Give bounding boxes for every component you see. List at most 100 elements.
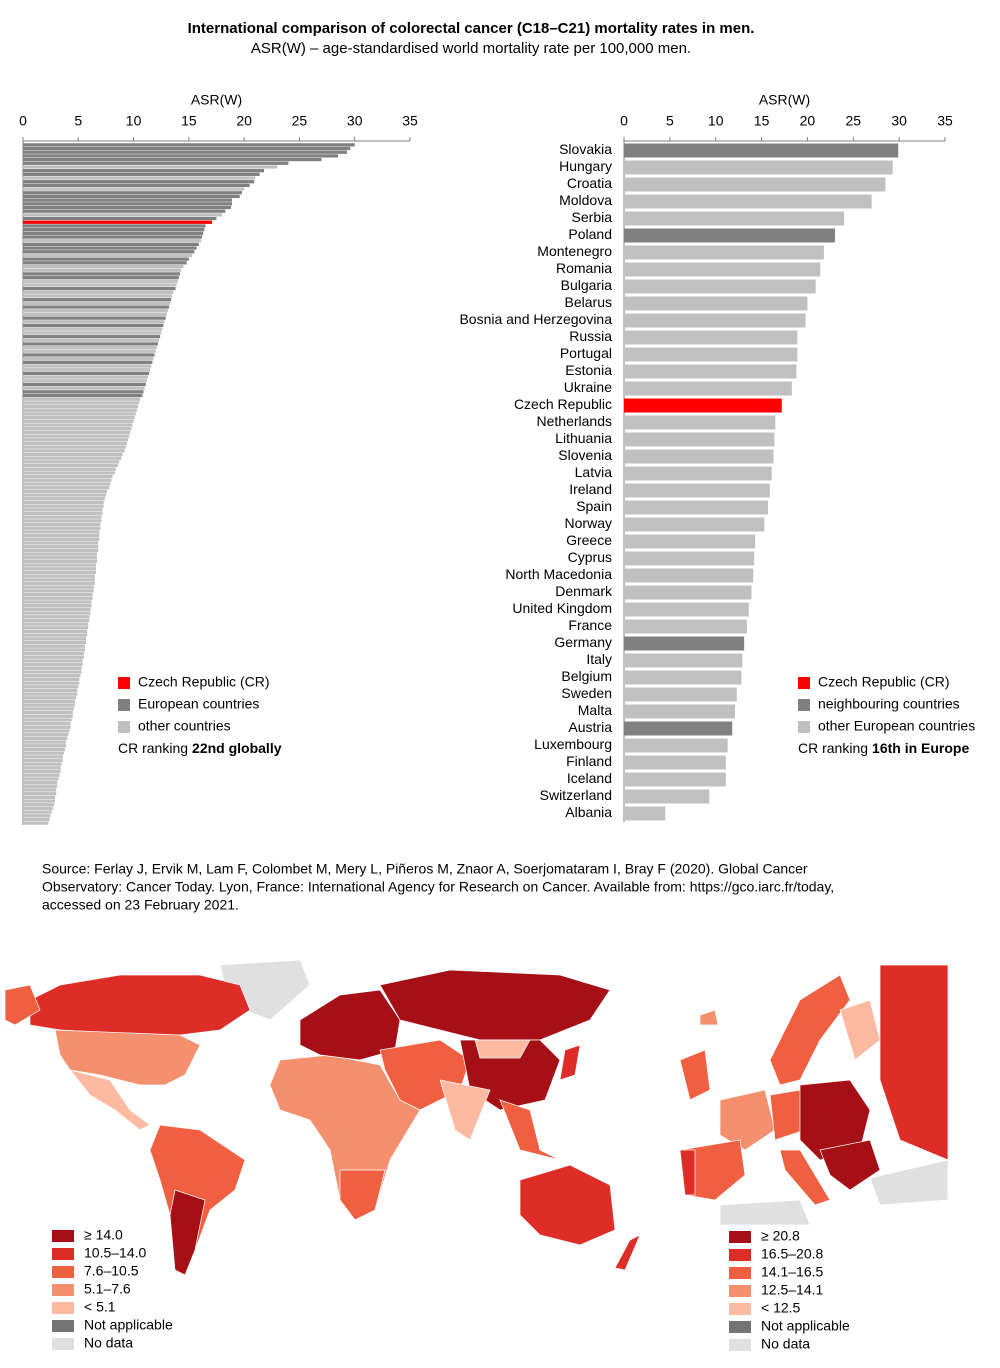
bar (23, 463, 119, 468)
bar (624, 228, 835, 243)
legend-swatch (118, 677, 130, 689)
legend-swatch (729, 1303, 751, 1315)
legend-swatch (798, 677, 810, 689)
bar (23, 342, 158, 346)
legend-swatch (798, 721, 810, 733)
legend-swatch (52, 1302, 74, 1314)
bar (23, 806, 53, 811)
bar (23, 294, 173, 298)
bar (23, 449, 125, 453)
bar (23, 508, 103, 512)
bar (624, 500, 768, 515)
bar (23, 198, 232, 202)
y-tick-label: Italy (586, 651, 612, 667)
y-tick-label: Netherlands (537, 413, 613, 429)
bar (624, 296, 808, 311)
bar (23, 331, 162, 335)
bar (23, 298, 172, 302)
bar (23, 371, 150, 376)
bar (23, 334, 161, 339)
bar (23, 736, 68, 740)
bar (23, 438, 129, 442)
bar (23, 416, 135, 420)
y-tick-label: Serbia (572, 209, 613, 225)
bar (624, 687, 737, 702)
bar (23, 309, 168, 313)
bar (23, 397, 141, 401)
x-tick-label: 15 (181, 113, 197, 129)
legend-swatch (52, 1284, 74, 1296)
bar (624, 653, 743, 668)
annotation-emphasis: 16th in Europe (872, 740, 969, 756)
bar (23, 626, 89, 630)
y-tick-label: Spain (576, 498, 612, 514)
bar (624, 704, 735, 719)
bar (624, 534, 756, 549)
bar (23, 725, 71, 729)
annotation-text: CR ranking (118, 740, 188, 756)
bar (23, 795, 56, 799)
bar (624, 755, 726, 770)
bar (23, 703, 75, 707)
x-tick-label: 5 (666, 113, 674, 129)
bar (23, 699, 75, 704)
bar (624, 279, 816, 294)
bar (23, 275, 179, 280)
bar (23, 552, 98, 556)
bar (624, 194, 872, 209)
bar (23, 541, 99, 545)
y-tick-label: Moldova (559, 192, 612, 208)
legend-swatch (52, 1320, 74, 1332)
bar (23, 353, 155, 357)
bar (624, 483, 770, 498)
bar (23, 618, 90, 623)
bar (23, 268, 182, 272)
bar (23, 390, 144, 394)
bar (23, 154, 339, 158)
bar (23, 710, 73, 715)
x-tick-label: 15 (754, 113, 770, 129)
legend-label: < 12.5 (761, 1300, 801, 1316)
bar (23, 629, 88, 634)
x-tick-label: 25 (292, 113, 308, 129)
bar (23, 670, 82, 674)
bar (23, 707, 74, 711)
bar (23, 467, 116, 471)
bar (23, 633, 88, 637)
legend-swatch (52, 1338, 74, 1350)
annotation-emphasis: 22nd globally (192, 740, 282, 756)
region (679, 1149, 696, 1196)
bar (23, 747, 66, 752)
annotation-text: CR ranking (798, 740, 868, 756)
bar (23, 537, 100, 541)
bar (23, 589, 94, 593)
bar (23, 780, 58, 785)
bar (23, 434, 130, 438)
bar (23, 157, 322, 162)
bar (624, 415, 776, 430)
bar (23, 556, 98, 560)
bar (23, 283, 177, 287)
legend-swatch (798, 699, 810, 711)
bar (624, 245, 824, 260)
bar (23, 755, 63, 759)
bar (624, 449, 774, 464)
bar (23, 655, 84, 659)
bar (23, 375, 148, 379)
y-tick-label: Denmark (555, 583, 613, 599)
y-tick-label: Poland (568, 226, 612, 242)
bar (23, 666, 82, 670)
legend-label: Not applicable (84, 1317, 173, 1333)
bar (23, 202, 232, 206)
y-tick-label: Iceland (567, 770, 612, 786)
bar (23, 301, 171, 305)
bar (23, 663, 83, 667)
legend-swatch (52, 1230, 74, 1242)
bar (23, 814, 51, 818)
y-tick-label: Malta (578, 702, 612, 718)
legend-swatch (118, 721, 130, 733)
bar (23, 545, 99, 549)
bar (23, 784, 58, 788)
bar (23, 264, 184, 269)
